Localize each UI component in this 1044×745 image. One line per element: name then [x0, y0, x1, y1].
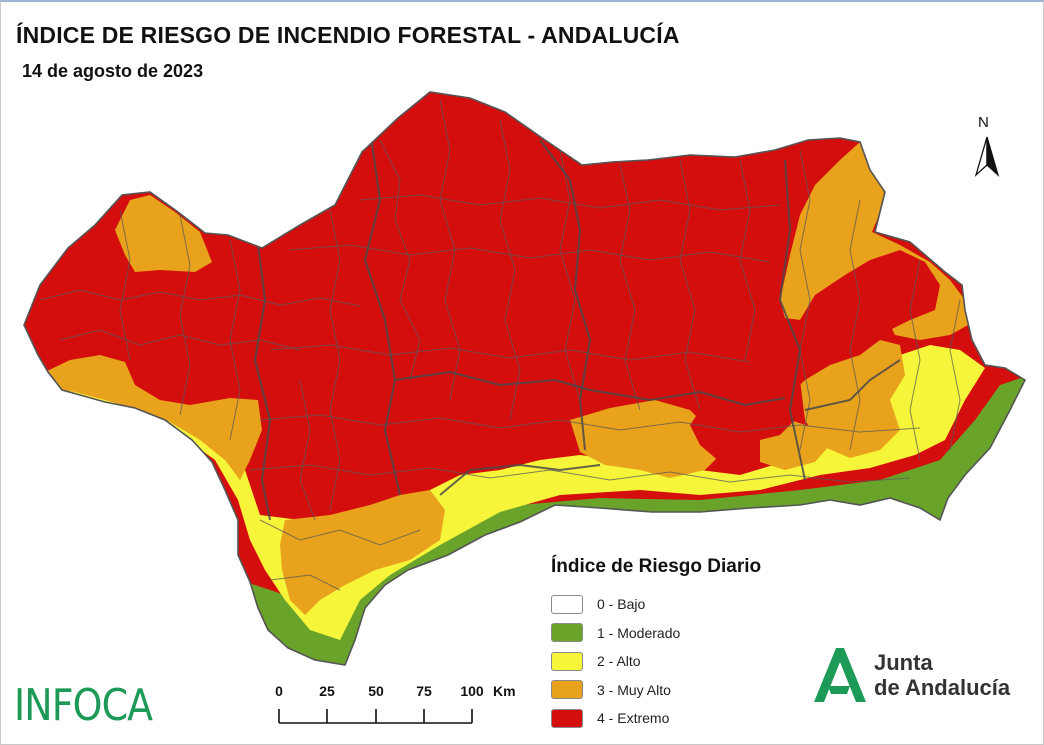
junta-de-andalucia-logo: Junta de Andalucía — [806, 644, 1031, 708]
map-date: 14 de agosto de 2023 — [22, 61, 204, 81]
legend-swatch — [551, 680, 583, 700]
scale-tick-label: 0 — [275, 683, 283, 699]
legend-label: 0 - Bajo — [597, 596, 646, 613]
legend-swatch — [551, 623, 583, 643]
scale-bar-line — [278, 709, 473, 724]
legend: Índice de Riesgo Diario 0 - Bajo 1 - Mod… — [551, 556, 761, 733]
zone-muy-alto-west — [45, 355, 262, 480]
zone-extremo-east — [690, 250, 940, 462]
scale-bar: 0 25 50 75 100 Km — [270, 683, 530, 729]
scale-tick-label: 25 — [319, 683, 335, 699]
scale-unit-label: Km — [493, 683, 516, 699]
scale-tick-label: 75 — [416, 683, 432, 699]
zone-muy-alto-central — [570, 400, 720, 478]
legend-item: 2 - Alto — [551, 647, 761, 676]
legend-swatch — [551, 651, 583, 671]
legend-label: 2 - Alto — [597, 653, 641, 670]
map-title: ÍNDICE DE RIESGO DE INCENDIO FORESTAL - … — [16, 22, 680, 48]
zone-muy-alto-south — [280, 490, 445, 615]
scale-tick-label: 100 — [460, 683, 484, 699]
scale-tick-label: 50 — [368, 683, 384, 699]
municipal-boundaries — [39, 99, 961, 591]
north-arrow-icon — [974, 136, 1000, 178]
legend-swatch — [551, 594, 583, 614]
province-boundaries — [253, 129, 901, 521]
legend-label: 4 - Extremo — [597, 710, 670, 727]
junta-logo-line2: de Andalucía — [874, 675, 1011, 700]
infoca-logo: INFOCA — [14, 680, 153, 731]
legend-item: 0 - Bajo — [551, 590, 761, 619]
legend-label: 3 - Muy Alto — [597, 681, 671, 698]
junta-logo-line1: Junta — [874, 650, 933, 675]
legend-swatch — [551, 708, 583, 728]
junta-emblem-icon — [814, 648, 866, 702]
legend-title: Índice de Riesgo Diario — [551, 556, 762, 577]
legend-item: 1 - Moderado — [551, 619, 761, 648]
legend-item: 3 - Muy Alto — [551, 676, 761, 705]
north-label: N — [978, 114, 989, 131]
zone-alto — [40, 345, 985, 640]
legend-label: 1 - Moderado — [597, 624, 681, 641]
legend-item: 4 - Extremo — [551, 704, 761, 733]
